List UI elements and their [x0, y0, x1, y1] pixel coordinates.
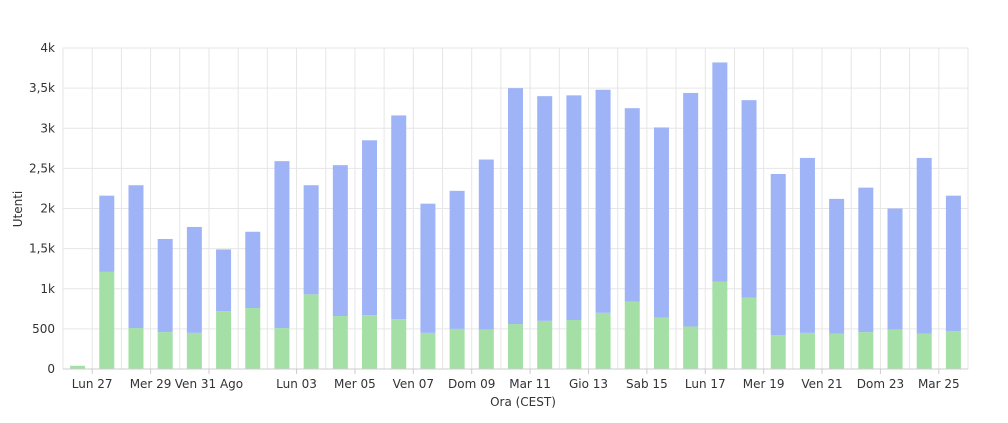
bar-segment-top[interactable]: [274, 161, 290, 329]
x-tick-label: Ven 07: [393, 377, 434, 391]
y-tick-label: 1,5k: [29, 242, 55, 256]
bar-segment-bottom[interactable]: [595, 312, 611, 369]
x-tick-label: Ven 21: [801, 377, 842, 391]
bar-segment-bottom[interactable]: [449, 328, 465, 369]
x-tick-label: Dom 09: [448, 377, 495, 391]
y-axis-label: Utenti: [11, 191, 25, 228]
bar-segment-bottom[interactable]: [186, 332, 202, 369]
bar-segment-bottom[interactable]: [799, 332, 815, 369]
bar-segment-bottom[interactable]: [245, 308, 261, 369]
bar-segment-bottom[interactable]: [653, 317, 669, 369]
bar-segment-top[interactable]: [128, 185, 144, 329]
bar-segment-top[interactable]: [362, 140, 378, 316]
bar-segment-top[interactable]: [157, 238, 173, 333]
y-tick-label: 3k: [40, 121, 55, 135]
x-axis-label: Ora (CEST): [490, 395, 556, 409]
bar-segment-top[interactable]: [99, 195, 115, 272]
bar-segment-bottom[interactable]: [420, 332, 436, 369]
bar-segment-bottom[interactable]: [829, 333, 845, 369]
bar-segment-bottom[interactable]: [274, 328, 290, 369]
y-tick-label: 1k: [40, 282, 55, 296]
bar-segment-bottom[interactable]: [70, 365, 86, 369]
bar-segment-top[interactable]: [216, 249, 232, 312]
y-tick-label: 3,5k: [29, 81, 55, 95]
bar-segment-bottom[interactable]: [157, 332, 173, 369]
bar-segment-top[interactable]: [887, 208, 903, 330]
bar-segment-bottom[interactable]: [683, 326, 699, 369]
x-tick-label: Dom 23: [857, 377, 904, 391]
bar-segment-bottom[interactable]: [478, 329, 494, 369]
bar-segment-bottom[interactable]: [362, 315, 378, 369]
x-tick-label: Mer 05: [334, 377, 376, 391]
x-tick-label: Mer 29: [130, 377, 172, 391]
x-tick-label: Lun 17: [685, 377, 726, 391]
bar-segment-top[interactable]: [420, 203, 436, 333]
bar-segment-bottom[interactable]: [624, 301, 640, 369]
x-tick-label: Gio 13: [569, 377, 608, 391]
y-tick-label: 2k: [40, 202, 55, 216]
bar-segment-bottom[interactable]: [770, 335, 786, 369]
bar-segment-top[interactable]: [245, 231, 261, 309]
bar-segment-top[interactable]: [683, 92, 699, 327]
bar-segment-bottom[interactable]: [303, 294, 319, 369]
bar-segment-bottom[interactable]: [508, 324, 523, 369]
bar-segment-bottom[interactable]: [712, 281, 728, 369]
bar-segment-bottom[interactable]: [741, 297, 757, 369]
bar-segment-top[interactable]: [858, 187, 874, 333]
y-tick-label: 0: [47, 362, 55, 376]
bar-segment-top[interactable]: [712, 62, 728, 282]
bar-segment-top[interactable]: [537, 96, 553, 321]
bar-segment-top[interactable]: [303, 185, 319, 295]
bar-segment-top[interactable]: [478, 159, 494, 330]
bar-segment-bottom[interactable]: [537, 320, 553, 369]
bar-segment-bottom[interactable]: [128, 328, 144, 369]
bar-segment-top[interactable]: [653, 127, 669, 318]
bar-segment-top[interactable]: [391, 115, 407, 320]
bar-segment-bottom[interactable]: [916, 333, 932, 369]
x-tick-label: Mar 25: [918, 377, 960, 391]
bar-segment-bottom[interactable]: [945, 331, 961, 369]
bar-segment-top[interactable]: [799, 157, 815, 333]
bar-segment-top[interactable]: [624, 108, 640, 302]
bar-segment-bottom[interactable]: [216, 311, 232, 369]
bar-segment-bottom[interactable]: [99, 271, 115, 369]
x-tick-label: Lun 03: [276, 377, 317, 391]
x-tick-label: Ven 31 Ago: [175, 377, 243, 391]
bar-segment-top[interactable]: [829, 198, 845, 334]
y-tick-label: 500: [32, 322, 55, 336]
bar-segment-top[interactable]: [945, 195, 961, 332]
bar-segment-bottom[interactable]: [858, 332, 874, 369]
bar-segment-top[interactable]: [770, 173, 786, 336]
bar-segment-top[interactable]: [508, 88, 523, 325]
x-tick-label: Mer 19: [743, 377, 785, 391]
bar-segment-bottom[interactable]: [566, 320, 582, 369]
bar-segment-top[interactable]: [595, 89, 611, 313]
bar-segment-top[interactable]: [741, 100, 757, 298]
y-tick-label: 4k: [40, 41, 55, 55]
bar-segment-bottom[interactable]: [332, 316, 348, 369]
x-tick-label: Sab 15: [626, 377, 668, 391]
bar-segment-top[interactable]: [566, 95, 582, 321]
bar-segment-top[interactable]: [186, 226, 202, 333]
bar-segment-top[interactable]: [916, 157, 932, 334]
x-tick-label: Lun 27: [72, 377, 113, 391]
bar-segment-bottom[interactable]: [887, 329, 903, 369]
bar-segment-top[interactable]: [449, 190, 465, 329]
bar-segment-top[interactable]: [332, 165, 348, 317]
y-tick-label: 2,5k: [29, 161, 55, 175]
x-tick-label: Mar 11: [509, 377, 551, 391]
bar-segment-bottom[interactable]: [391, 319, 407, 369]
